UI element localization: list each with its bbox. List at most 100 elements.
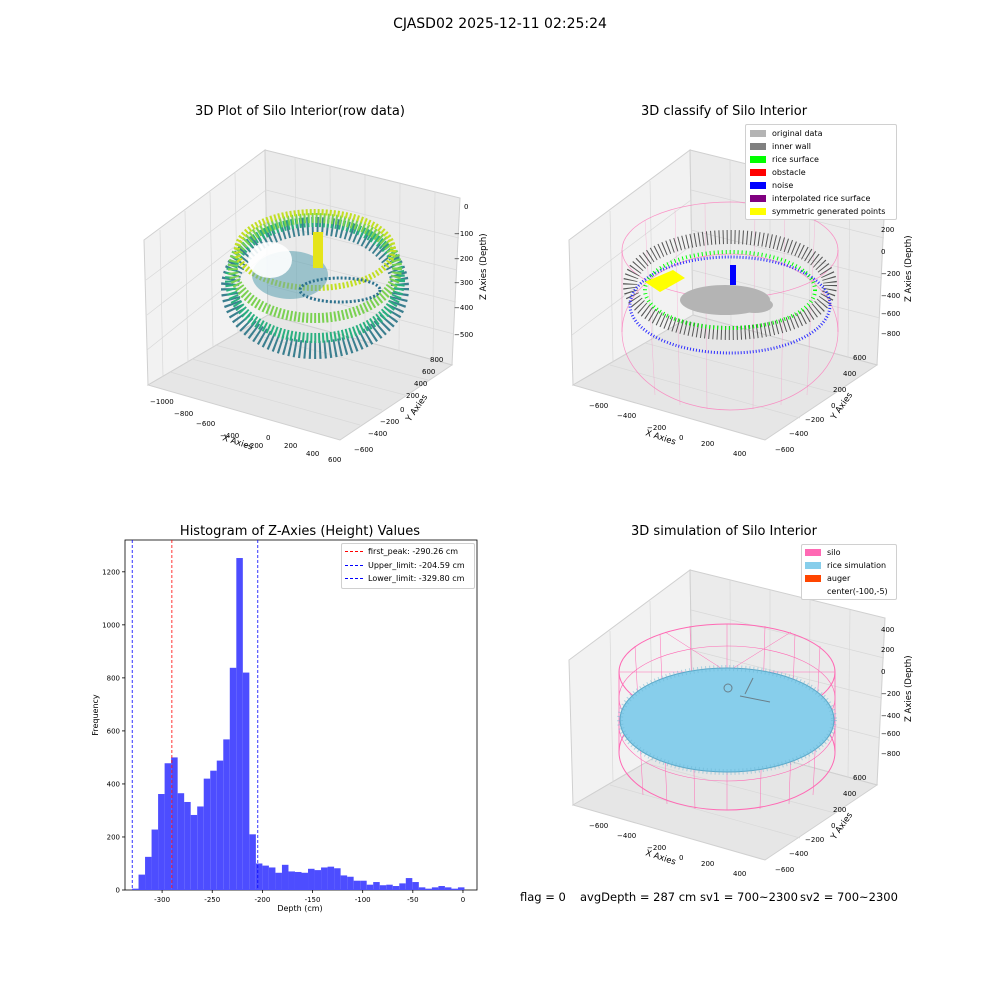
histogram-bar [405,878,413,890]
histogram-chart: -300 -250 -200 -150 -100 -50 0 0 200 400 600 800 100… [91,539,478,913]
legend-swatch [750,130,766,137]
legend-label: interpolated rice surface [772,194,871,203]
p1-zlabel: Z Axies (Depth) [479,233,489,300]
p1-xtick: −600 [196,420,215,428]
p2-ztick: 0 [881,248,885,256]
p1-ytick: −400 [368,430,387,438]
simulation-legend: silo rice simulation auger center(-100,-5) [801,544,897,600]
histogram-bar [321,867,328,890]
legend-swatch [805,549,821,556]
p2-ytick: 600 [853,354,866,362]
p4-xtick: −400 [617,832,636,840]
p2-ytick: 200 [833,386,846,394]
classify-legend: original data inner wall rice surface obsta… [745,124,897,220]
histogram-bar [223,739,230,890]
p4-ztick: −600 [881,730,900,738]
figure-title: CJASD02 2025-12-11 02:25:24 [393,16,607,32]
p4-xtick: −200 [647,844,666,852]
p1-ztick: −300 [454,279,473,287]
p4-ztick: 0 [881,668,885,676]
x-tick-label: -200 [254,896,270,904]
legend-swatch [805,562,821,569]
histogram-bar [158,794,165,890]
legend-entry: auger [805,572,893,585]
p4-ytick: −400 [789,850,808,858]
histogram-bar [314,870,322,890]
status-flag: flag = 0 [520,890,566,904]
p1-xtick: −400 [220,432,239,440]
legend-entry: center(-100,-5) [805,585,893,598]
legend-label: rice simulation [827,561,887,570]
simulation-3d-plot: −600 −400 −200 0 200 400 −600 −400 −200 … [568,569,914,878]
x-tick-label: -50 [407,896,418,904]
p2-ytick: 0 [831,402,835,410]
p2-xtick: −600 [589,402,608,410]
legend-entry: noise [750,179,892,192]
p2-ztick: −600 [881,310,900,318]
histogram-bar [190,814,198,890]
p1-ytick: −200 [380,418,399,426]
p1-xtick: 600 [328,456,341,464]
histogram-bar [288,871,295,890]
p4-ytick: 400 [843,790,856,798]
histogram-bar [457,887,465,890]
histogram-bar [360,880,367,890]
histogram-bar [184,801,191,890]
histogram-bar [216,760,224,890]
legend-entry: Lower_limit: -329.80 cm [345,572,471,586]
p1-xtick: 0 [266,434,270,442]
p2-ytick: 400 [843,370,856,378]
p1-xtick: −1000 [150,398,174,406]
legend-label: Upper_limit: -204.59 cm [368,560,465,570]
legend-swatch [750,143,766,150]
legend-entry: rice simulation [805,559,893,572]
y-tick-label: 400 [107,780,120,788]
p1-ztick: −100 [454,230,473,238]
histogram-bar [431,887,439,890]
status-avg-depth: avgDepth = 287 cm [580,890,697,904]
legend-label: noise [772,181,794,190]
histogram-bar [249,834,256,890]
p2-ztick: −800 [881,330,900,338]
histogram-bar [171,757,178,890]
x-tick-label: -250 [204,896,220,904]
histogram-bar [386,884,393,890]
histogram-bar [444,887,452,890]
legend-swatch [345,564,363,566]
histogram-bar [412,882,419,890]
p1-ytick: 800 [430,356,443,364]
histogram-bar [236,558,243,890]
histogram-bar [132,888,139,890]
histogram-bar [197,806,204,890]
legend-entry: inner wall [750,140,892,153]
histogram-bar [145,856,152,890]
legend-swatch [750,208,766,215]
histogram-bar [242,672,250,890]
legend-swatch [750,195,766,202]
x-tick-label: -100 [355,896,371,904]
p1-xtick: 400 [306,450,319,458]
histogram-bar [366,884,374,890]
histogram-bar [340,875,348,890]
histogram-bar [275,872,282,890]
p1-ytick: −600 [354,446,373,454]
legend-label: obstacle [772,168,806,177]
legend-swatch [805,588,821,595]
legend-entry: interpolated rice surface [750,192,892,205]
legend-entry: Upper_limit: -204.59 cm [345,559,471,573]
p1-ytick: 600 [422,368,435,376]
plot1-title: 3D Plot of Silo Interior(row data) [195,104,405,119]
legend-label: rice surface [772,155,819,164]
x-tick-label: -150 [305,896,321,904]
histogram-bar [294,871,302,890]
p4-xtick: 0 [679,854,683,862]
legend-label: symmetric generated points [772,207,886,216]
legend-entry: rice surface [750,153,892,166]
raw-data-3d-plot: −1000 −800 −600 −400 −200 0 200 400 600 … [143,149,489,464]
histogram-bar [438,886,445,890]
histogram-bar [392,886,400,890]
legend-label: center(-100,-5) [827,587,888,596]
auger-marker [723,677,771,703]
legend-swatch [750,182,766,189]
status-sv1: sv1 = 700~2300 [700,890,798,904]
